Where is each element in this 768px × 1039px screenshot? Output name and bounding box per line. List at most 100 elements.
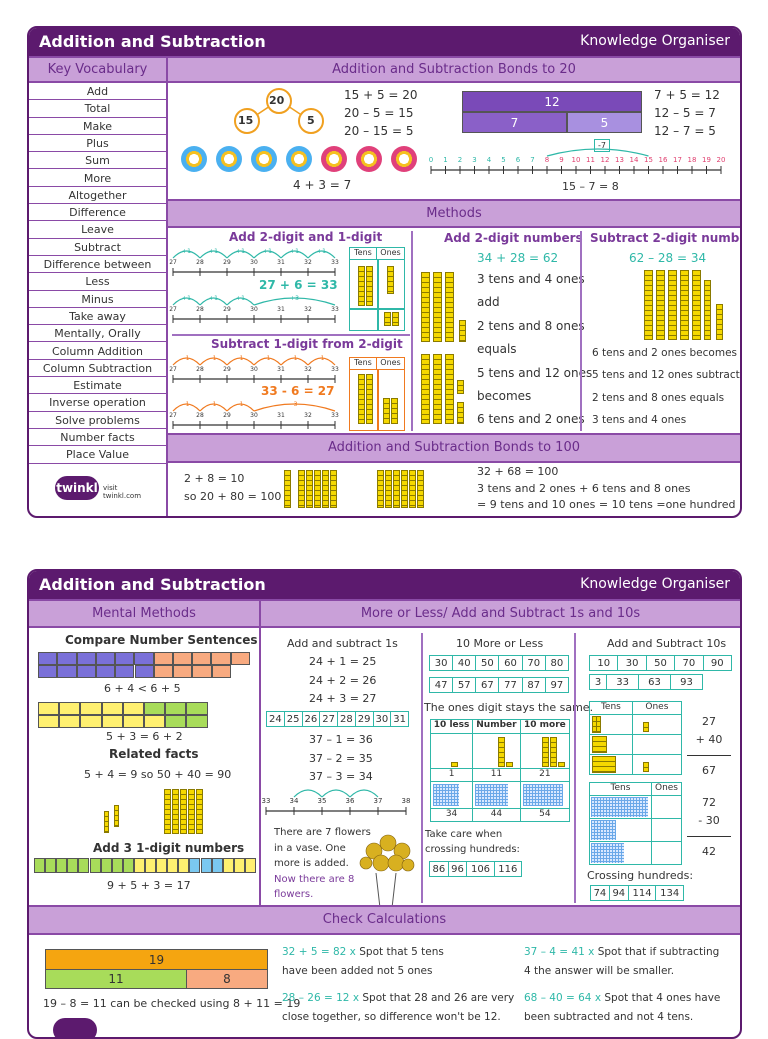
ten-rod: [716, 304, 723, 340]
wrong-equation: 28 – 26 = 12 x: [282, 992, 360, 1004]
fact: so 20 + 80 = 100: [184, 490, 282, 503]
ten-frame-cell: [167, 858, 179, 873]
crossing-label: Crossing hundreds:: [587, 869, 694, 882]
check-bar-part-2: 8: [186, 969, 268, 989]
jump-label: +3: [290, 295, 299, 302]
column-sub: 72 - 30 42: [687, 794, 731, 861]
tick-label: 17: [673, 156, 682, 164]
related-title: Related facts: [109, 747, 199, 761]
tick-label: 35: [318, 797, 327, 805]
tick-label: 30: [250, 306, 258, 313]
mental-title: Mental Methods: [92, 606, 196, 621]
tick-label: 15: [644, 156, 653, 164]
care-line: crossing hundreds:: [425, 844, 520, 855]
jump-arc: [226, 403, 255, 412]
story-line: more is added.: [274, 858, 349, 869]
tick-label: 32: [304, 306, 312, 313]
fact: = 9 tens and 10 ones = 10 tens =one hund…: [477, 498, 736, 511]
jump-label: -1: [211, 401, 217, 408]
number-line-add-2: 27 28 29 30 31 32 33 +1 +1 +1 +3: [169, 295, 339, 323]
number-line-equation: 15 – 7 = 8: [562, 180, 619, 193]
jump-label: -3: [292, 401, 298, 408]
ten-frame-cell: [95, 665, 116, 678]
more-less-header: More or Less/ Add and Subtract 1s and 10…: [261, 599, 740, 628]
number-cell: 50: [475, 655, 500, 671]
ten-frame-cell: [165, 715, 187, 728]
check-bar-note: 19 – 8 = 11 can be checked using 8 + 11 …: [43, 997, 301, 1010]
add2-steps: 3 tens and 4 ones add 2 tens and 8 ones equ…: [477, 268, 592, 432]
number-cell: 97: [544, 677, 570, 693]
number-cell: 93: [670, 674, 703, 690]
operand: 27: [702, 715, 716, 728]
sub1-equation: 33 - 6 = 27: [261, 384, 335, 398]
cell: 44: [472, 808, 521, 822]
tens-row-3: 74 94 114 134: [590, 885, 684, 901]
ten-frame-cell: [244, 858, 256, 873]
ten-rod: [457, 402, 464, 424]
flowers-equation: 4 + 3 = 7: [293, 178, 352, 192]
cell: 54: [519, 808, 571, 822]
column-add: 27 + 40 67: [687, 713, 731, 780]
number-cell: 3: [588, 674, 608, 690]
add2-title: Add 2-digit numbers: [444, 231, 583, 245]
divider: [574, 633, 576, 903]
ten-rod: [306, 470, 313, 508]
pink-flower-icon: [356, 146, 382, 172]
check-text: Spot that 4 ones have: [604, 992, 721, 1004]
methods-title: Methods: [426, 206, 482, 221]
ten-frame-cell: [200, 858, 212, 873]
fact: 20 – 15 = 5: [344, 124, 414, 138]
jump-arc: [280, 357, 309, 366]
story-answer: Now there are 8: [274, 873, 355, 885]
subtitle: Knowledge Organiser: [580, 33, 730, 49]
ten-frame-cell: [153, 652, 173, 665]
tick-label: 32: [304, 412, 312, 419]
twinkl-logo-mark: twinkl: [55, 476, 99, 500]
jump-label: +1: [209, 248, 218, 255]
step-line: 5 tens and 12 ones subtract: [592, 369, 740, 382]
care-note: Take care when crossing hundreds:: [425, 827, 520, 857]
bonds20-header: Addition and Subtraction Bonds to 20: [168, 56, 740, 83]
jump-label: -1: [238, 401, 244, 408]
number-line-sub-1: 27 28 29 30 31 32 33 -1 -1 -1 -1 -1 -1: [169, 355, 339, 383]
part-whole-diagram: [234, 88, 324, 134]
ten-frame-strip-2: [38, 702, 250, 729]
number-cell: 50: [645, 655, 676, 671]
jump-arc: [307, 357, 336, 366]
vocab-item: Minus: [29, 290, 166, 308]
ten-rod: [433, 354, 442, 424]
ten-rod: [172, 789, 179, 834]
divider: [421, 633, 423, 903]
ten-frame-cell: [230, 652, 250, 665]
number-cell: 63: [638, 674, 672, 690]
operand: + 40: [687, 731, 731, 756]
number-line-33-38: 33 34 35 36 37 38: [262, 789, 410, 815]
check-item: 68 – 40 = 64 x Spot that 4 ones have been…: [524, 989, 720, 1027]
step-line: add: [477, 295, 500, 310]
number-cell: 33: [606, 674, 640, 690]
jump-label: +1: [209, 295, 218, 302]
story-line: in a vase. One: [274, 842, 346, 854]
ten-rod: [164, 789, 171, 834]
tick-label: 6: [516, 156, 521, 164]
bottom-organiser: Addition and Subtraction Knowledge Organ…: [27, 569, 742, 1039]
cell: 21: [519, 768, 571, 782]
ten-frame-cell: [76, 652, 96, 665]
ones-label: Ones: [377, 248, 404, 260]
ten-frame-cell: [45, 858, 57, 873]
jump-arc: [546, 148, 649, 157]
step-line: becomes: [477, 389, 532, 404]
fact: 24 + 3 = 27: [309, 692, 377, 705]
ten-frame-cell: [144, 702, 166, 715]
bonds100-right: 32 + 68 = 100 3 tens and 2 ones + 6 tens …: [477, 464, 735, 514]
vocab-item: Total: [29, 100, 166, 118]
check-text: have been added not 5 ones: [282, 965, 433, 977]
ten-rod: [417, 470, 424, 508]
number-cell: 74: [590, 885, 610, 901]
tens-chart-add: Tens Ones: [589, 701, 683, 775]
ten-rod: [409, 470, 416, 508]
fact: 12 – 5 = 7: [654, 106, 716, 120]
number-cell: 28: [337, 711, 356, 727]
jump-arc: [226, 250, 255, 259]
compare-eq-2: 5 + 3 = 6 + 2: [106, 730, 183, 743]
